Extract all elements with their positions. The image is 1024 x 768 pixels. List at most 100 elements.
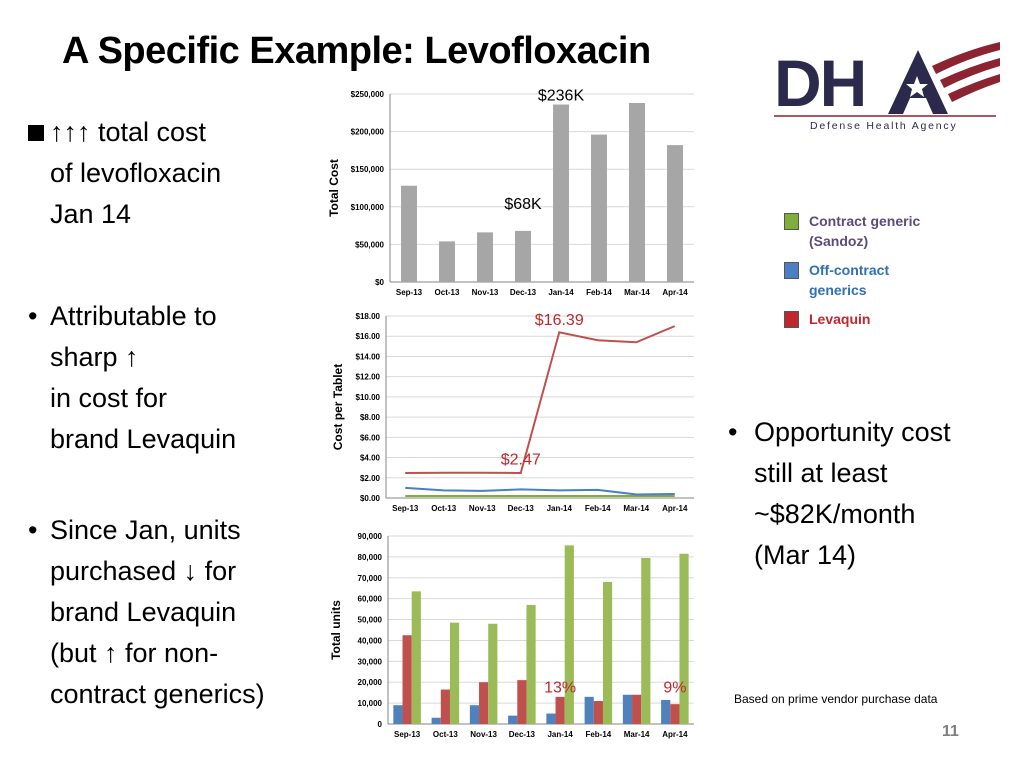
x-tick-label: Jan-14 <box>547 730 573 739</box>
y-tick-label: $50,000 <box>355 240 384 249</box>
bullet-line: (Mar 14) <box>754 540 857 570</box>
bullet-line: of levofloxacin <box>50 158 222 188</box>
bar <box>526 604 536 724</box>
x-tick-label: Jan-14 <box>548 288 574 297</box>
y-tick-label: 60,000 <box>358 595 383 604</box>
x-tick-label: Dec-13 <box>510 288 537 297</box>
x-tick-label: Feb-14 <box>585 504 611 513</box>
y-tick-label: 0 <box>378 720 383 729</box>
bar <box>393 705 403 724</box>
bullet-line: purchased ↓ for <box>50 556 237 586</box>
legend-item-contract-generic: Contract generic (Sandoz) <box>784 211 920 251</box>
slide-title: A Specific Example: Levofloxacin <box>62 30 651 72</box>
bar <box>622 694 633 724</box>
bullet-line: brand Levaquin <box>50 597 237 627</box>
x-tick-label: Sep-13 <box>394 730 421 739</box>
x-tick-label: Mar-14 <box>623 504 649 513</box>
bullet-line: Since Jan, units <box>50 515 241 545</box>
bullet-dot-icon: • <box>28 515 38 545</box>
bullet-line: brand Levaquin <box>50 424 237 454</box>
x-tick-label: Sep-13 <box>396 288 423 297</box>
y-axis-label: Cost per Tablet <box>331 364 345 450</box>
bar <box>546 713 556 724</box>
chart-legend: Contract generic (Sandoz) Off-contract g… <box>784 211 920 338</box>
bar <box>679 553 689 724</box>
y-tick-label: $10.00 <box>356 393 381 402</box>
bar <box>591 134 607 282</box>
legend-label: Levaquin <box>809 311 871 327</box>
bullet-line: ~$82K/month <box>754 499 916 529</box>
bullet-dot-icon: • <box>28 301 38 331</box>
bullet-units-purchased: • Since Jan, units purchased ↓ for brand… <box>28 510 265 715</box>
y-tick-label: $100,000 <box>351 203 385 212</box>
bar <box>411 591 421 724</box>
bullet-line: Attributable to <box>50 301 217 331</box>
bar <box>479 682 489 724</box>
bar <box>439 241 455 282</box>
data-annotation: 9% <box>663 679 686 696</box>
y-tick-label: $150,000 <box>351 165 385 174</box>
y-tick-label: 20,000 <box>358 678 383 687</box>
x-tick-label: Oct-13 <box>433 730 458 739</box>
x-tick-label: Sep-13 <box>392 504 419 513</box>
y-tick-label: $0.00 <box>360 494 381 503</box>
bar <box>508 715 518 724</box>
y-tick-label: $8.00 <box>360 413 381 422</box>
y-tick-label: 10,000 <box>358 699 383 708</box>
x-tick-label: Apr-14 <box>662 288 688 297</box>
dha-logo: DH Defense Health Agency <box>774 42 1000 132</box>
bar <box>670 704 680 724</box>
bar <box>553 104 569 282</box>
bullet-attributable: • Attributable to sharp ↑ in cost for br… <box>28 296 236 460</box>
bar <box>555 696 565 724</box>
series-line <box>405 486 675 496</box>
bullet-line: sharp ↑ <box>50 342 139 372</box>
bar <box>602 581 613 724</box>
x-tick-label: Oct-13 <box>431 504 456 513</box>
bar <box>661 699 671 724</box>
data-annotation: $2.47 <box>501 452 541 469</box>
bar <box>564 545 574 724</box>
bar <box>515 230 531 282</box>
y-tick-label: $250,000 <box>351 90 385 99</box>
bar <box>584 696 594 724</box>
bar <box>440 689 450 724</box>
bar <box>402 635 412 724</box>
legend-item-levaquin: Levaquin <box>784 309 920 329</box>
data-annotation: 13% <box>544 679 576 696</box>
legend-label: generics <box>809 282 867 298</box>
series-line <box>405 325 676 475</box>
bar <box>401 185 417 282</box>
x-tick-label: Nov-13 <box>472 288 499 297</box>
legend-swatch <box>784 262 799 279</box>
bullet-line: still at least <box>754 458 888 488</box>
y-tick-label: $4.00 <box>360 454 381 463</box>
bar <box>517 680 527 724</box>
bar <box>641 557 651 724</box>
x-tick-label: Jan-14 <box>547 504 573 513</box>
y-tick-label: $200,000 <box>351 128 385 137</box>
legend-item-off-contract: Off-contract generics <box>784 260 920 300</box>
square-bullet-icon <box>28 125 44 141</box>
page-number: 11 <box>942 723 959 740</box>
x-tick-label: Apr-14 <box>662 730 688 739</box>
data-annotation: $68K <box>504 196 542 213</box>
x-tick-label: Dec-13 <box>508 504 535 513</box>
y-tick-label: 70,000 <box>358 574 383 583</box>
bar <box>632 694 642 724</box>
y-tick-label: 40,000 <box>358 636 383 645</box>
bullet-opportunity-cost: • Opportunity cost still at least ~$82K/… <box>728 412 951 576</box>
x-tick-label: Apr-14 <box>662 504 688 513</box>
y-tick-label: 50,000 <box>358 616 383 625</box>
bar <box>449 622 460 724</box>
y-tick-label: $18.00 <box>356 312 381 321</box>
y-tick-label: $0 <box>375 278 384 287</box>
bullet-line: (but ↑ for non- <box>50 638 219 668</box>
legend-label: Off-contract <box>809 262 890 278</box>
bullet-line: ↑↑↑ total cost <box>28 112 221 153</box>
x-tick-label: Feb-14 <box>585 730 611 739</box>
bullet-dot-icon: • <box>728 417 738 447</box>
y-tick-label: $6.00 <box>360 433 381 442</box>
